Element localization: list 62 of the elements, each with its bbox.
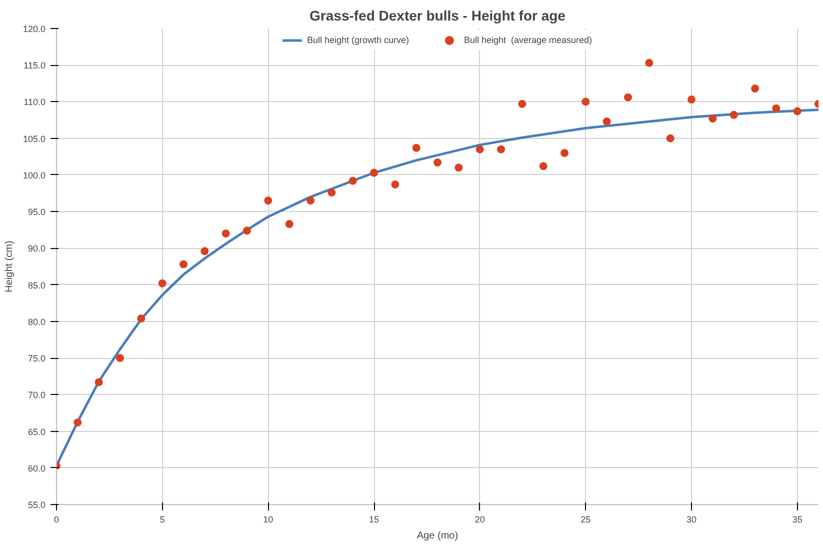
legend-label: Bull height (average measured) (464, 35, 592, 45)
point (180, 260, 188, 268)
y-tick-label: 90.0 (28, 244, 46, 254)
y-axis-title: Height (cm) (4, 240, 15, 292)
x-tick-label: 5 (160, 514, 165, 524)
point (708, 114, 717, 123)
point (772, 104, 780, 112)
point (222, 230, 230, 238)
y-tick-label: 115.0 (24, 60, 46, 71)
y-tick-label: 85.0 (28, 280, 46, 290)
point (454, 164, 463, 172)
point (243, 226, 251, 235)
y-tick-label: 120.0 (22, 24, 46, 34)
x-tick-label: 20 (474, 514, 485, 524)
x-axis-title: Age (mo) (416, 530, 458, 542)
point (476, 145, 484, 154)
y-tick-label: 105.0 (22, 134, 46, 144)
point (200, 247, 209, 256)
y-tick-label: 65.0 (28, 426, 46, 437)
legend-label: Bull height (growth curve) (306, 35, 409, 45)
point (666, 134, 674, 142)
point (560, 149, 568, 157)
x-tick-label: 15 (368, 514, 380, 524)
point (582, 98, 590, 106)
point (158, 279, 166, 288)
y-tick-label: 100.0 (22, 170, 46, 180)
y-tick-label: 110.0 (24, 97, 46, 108)
point (539, 162, 548, 170)
point (306, 196, 314, 205)
point (116, 354, 124, 362)
point (645, 58, 654, 67)
y-tick-label: 55.0 (28, 500, 46, 510)
point (434, 158, 442, 167)
point (751, 84, 759, 93)
point (624, 93, 632, 102)
point (730, 110, 738, 119)
point (74, 418, 82, 426)
point (264, 196, 272, 205)
point (285, 220, 294, 228)
point (602, 118, 611, 126)
chart-title: Grass-fed Dexter bulls - Height for age (310, 8, 566, 24)
x-tick-label: 10 (263, 514, 274, 524)
y-tick-label: 60.0 (28, 463, 46, 474)
point (328, 188, 336, 197)
y-tick-label: 70.0 (28, 390, 46, 400)
y-tick-label: 95.0 (28, 207, 46, 218)
point (793, 107, 802, 116)
y-tick-label: 80.0 (28, 316, 46, 327)
point (348, 176, 357, 185)
x-tick-label: 35 (792, 514, 802, 524)
point (518, 100, 526, 108)
point (391, 180, 400, 188)
point (370, 168, 378, 177)
point (412, 144, 420, 152)
point (137, 314, 146, 322)
x-tick-label: 30 (686, 514, 697, 524)
point (688, 96, 696, 104)
x-tick-label: 25 (580, 514, 591, 524)
x-tick-label: 0 (54, 514, 60, 524)
point (497, 145, 505, 154)
point (94, 378, 103, 386)
y-tick-label: 75.0 (28, 354, 46, 364)
